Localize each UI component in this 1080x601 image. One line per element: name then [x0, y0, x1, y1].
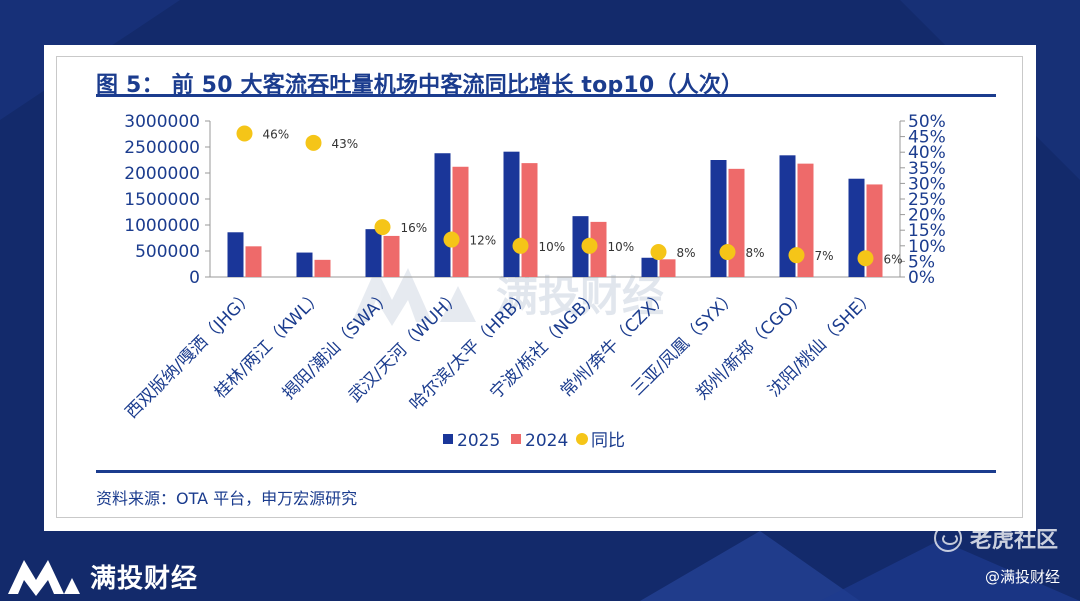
- left-tick-label: 500000: [135, 242, 200, 262]
- legend: 2025 2024 同比: [443, 431, 625, 451]
- bar-2024: [659, 259, 676, 277]
- yoy-point: [512, 237, 529, 254]
- title-rule: [96, 94, 996, 97]
- legend-swatch: [576, 433, 588, 445]
- right-tick-label: 5%: [908, 252, 935, 272]
- bar-2024: [521, 163, 538, 277]
- right-tick-label: 25%: [908, 190, 946, 210]
- yoy-data-label: 10%: [608, 240, 635, 254]
- chart-title: 图 5： 前 50 大客流吞吐量机场中客流同比增长 top10（人次）: [96, 73, 744, 98]
- right-tick-label: 10%: [908, 237, 946, 257]
- left-tick-label: 1000000: [124, 216, 200, 236]
- card-border: [56, 56, 1023, 518]
- yoy-data-label: 8%: [677, 246, 696, 260]
- brand-name: 满投财经: [90, 563, 199, 594]
- yoy-data-label: 43%: [332, 137, 359, 151]
- bar-2025: [365, 229, 382, 277]
- yoy-point: [236, 125, 253, 142]
- bar-2024: [383, 235, 400, 277]
- watermark-text: 满投财经: [496, 272, 664, 321]
- yoy-data-label: 46%: [263, 127, 290, 141]
- bar-2025: [227, 232, 244, 277]
- watermark: 满投财经: [352, 268, 664, 326]
- left-tick-label: 0: [189, 268, 200, 288]
- watermark-logo: [352, 268, 476, 326]
- community-brand: 老虎社区: [933, 522, 1058, 554]
- tiger-community-icon: [933, 524, 962, 552]
- yoy-point: [650, 244, 667, 261]
- yoy-data-label: 16%: [401, 221, 428, 235]
- right-tick-label: 30%: [908, 174, 946, 194]
- yoy-data-label: 12%: [470, 234, 497, 248]
- left-tick-label: 2500000: [124, 138, 200, 158]
- bar-2025: [710, 160, 727, 277]
- legend-swatch: [443, 434, 453, 444]
- yoy-data-label: 6%: [884, 252, 903, 266]
- left-tick-label: 2000000: [124, 164, 200, 184]
- legend-swatch: [511, 434, 521, 444]
- right-tick-label: 15%: [908, 221, 946, 241]
- bar-2024: [590, 221, 607, 277]
- bar-2025: [296, 252, 313, 277]
- yoy-point: [719, 244, 736, 261]
- yoy-point: [305, 134, 322, 151]
- x-tick-label: 西双版纳/嘎洒（JHG）: [122, 286, 258, 422]
- legend-label: 2025: [457, 431, 500, 451]
- author-handle: @满投财经: [984, 568, 1060, 586]
- bar-2025: [434, 153, 451, 277]
- yoy-data-label: 7%: [815, 249, 834, 263]
- yoy-point: [581, 237, 598, 254]
- brand-logo-block: 满投财经: [8, 556, 198, 596]
- axes: 0 500000 1000000 1500000 2000000 2500000 30000…: [124, 112, 946, 288]
- bar-2024: [245, 246, 262, 277]
- yoy-point: [374, 219, 391, 236]
- yoy-dots: 46% 43% 16% 12% 10% 10% 8% 8% 7% 6%: [236, 125, 903, 267]
- bar-2024: [452, 166, 469, 277]
- bar-2025: [779, 155, 796, 277]
- left-tick-label: 1500000: [124, 190, 200, 210]
- bar-2024: [728, 168, 745, 277]
- right-tick-label: 0%: [908, 268, 935, 288]
- bar-2025: [572, 216, 589, 277]
- yoy-data-label: 10%: [539, 240, 566, 254]
- source-note: 资料来源：OTA 平台，申万宏源研究: [96, 489, 358, 508]
- right-tick-label: 20%: [908, 206, 946, 226]
- bars: [227, 151, 883, 277]
- x-tick-label: 哈尔滨/太平（HRB）: [406, 286, 534, 414]
- x-tick-labels: 西双版纳/嘎洒（JHG）桂林/两江（KWL）揭阳/潮汕（SWA）武汉/天河（WU…: [122, 286, 879, 422]
- right-tick-label: 35%: [908, 159, 946, 179]
- footer-rule: [96, 470, 996, 473]
- yoy-point: [788, 247, 805, 264]
- community-name: 老虎社区: [969, 528, 1058, 553]
- report-card: 图 5： 前 50 大客流吞吐量机场中客流同比增长 top10（人次） 资料来源…: [44, 45, 1036, 531]
- brand-logo-icon: [8, 560, 80, 596]
- bar-2025: [503, 151, 520, 277]
- bar-2024: [314, 259, 331, 277]
- yoy-data-label: 8%: [746, 246, 765, 260]
- right-tick-label: 45%: [908, 128, 946, 148]
- right-tick-label: 40%: [908, 143, 946, 163]
- yoy-point: [857, 250, 874, 267]
- left-tick-label: 3000000: [124, 112, 200, 132]
- bar-2024: [797, 163, 814, 277]
- right-tick-label: 50%: [908, 112, 946, 132]
- legend-label: 同比: [591, 431, 625, 451]
- legend-label: 2024: [525, 431, 568, 451]
- bar-2025: [641, 257, 658, 277]
- yoy-point: [443, 231, 460, 248]
